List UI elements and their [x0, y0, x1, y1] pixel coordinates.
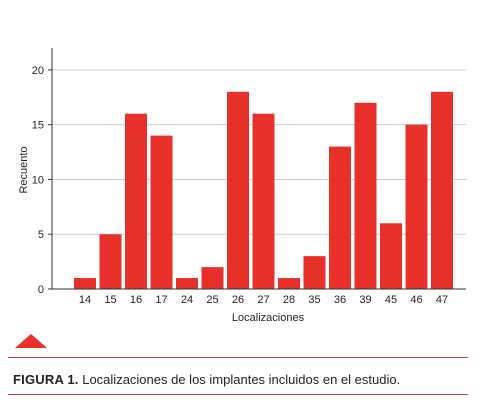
- x-tick-label: 27: [257, 294, 269, 306]
- x-tick-label: 25: [206, 294, 218, 306]
- x-tick-label: 36: [334, 294, 346, 306]
- bar-15: [99, 234, 122, 289]
- bar-14: [74, 278, 96, 289]
- x-tick-labels: 14 15 16 17 24 25 26 27 28 35 36 39 45 46 47: [79, 294, 448, 306]
- x-tick-label: 28: [283, 294, 295, 306]
- bar-25: [201, 267, 224, 289]
- y-axis-title: Recuento: [18, 146, 30, 193]
- x-tick-label: 35: [308, 294, 320, 306]
- x-tick-label: 15: [104, 294, 116, 306]
- bar-35: [303, 256, 326, 289]
- caption-label: FIGURA 1.: [13, 372, 79, 387]
- bar-36: [329, 146, 351, 289]
- figure-caption: FIGURA 1. Localizaciones de los implante…: [13, 372, 400, 387]
- bar-17: [150, 135, 173, 289]
- x-tick-label: 16: [130, 294, 142, 306]
- bar-39: [354, 102, 377, 289]
- bar-24: [176, 278, 198, 289]
- x-tick-label: 46: [410, 294, 422, 306]
- caption-bottom-rule: [8, 394, 468, 395]
- x-tick-label: 39: [359, 294, 371, 306]
- caption-text: Localizaciones de los implantes incluido…: [78, 372, 401, 387]
- x-tick-label: 17: [155, 294, 167, 306]
- x-axis-title: Localizaciones: [232, 312, 305, 324]
- bars: [74, 91, 453, 290]
- y-tick-labels: 0 5 10 15 20: [32, 65, 52, 296]
- bar-47: [431, 91, 453, 290]
- x-tick-label: 14: [79, 294, 91, 306]
- axes: [51, 48, 466, 290]
- y-tick-label: 5: [38, 229, 44, 241]
- y-tick-label: 10: [32, 174, 44, 186]
- bar-27: [252, 113, 275, 290]
- bar-28: [278, 278, 300, 289]
- bar-46: [405, 124, 428, 289]
- bar-26: [227, 91, 249, 290]
- caption-top-rule: [8, 357, 468, 358]
- y-tick-label: 20: [32, 65, 44, 77]
- triangle-icon: [15, 334, 47, 348]
- x-tick-label: 45: [385, 294, 397, 306]
- bar-45: [380, 223, 402, 289]
- x-tick-label: 26: [232, 294, 244, 306]
- x-tick-label: 24: [181, 294, 193, 306]
- y-tick-label: 15: [32, 120, 44, 132]
- bar-16: [125, 113, 147, 290]
- x-tick-label: 47: [436, 294, 448, 306]
- y-tick-label: 0: [38, 284, 44, 296]
